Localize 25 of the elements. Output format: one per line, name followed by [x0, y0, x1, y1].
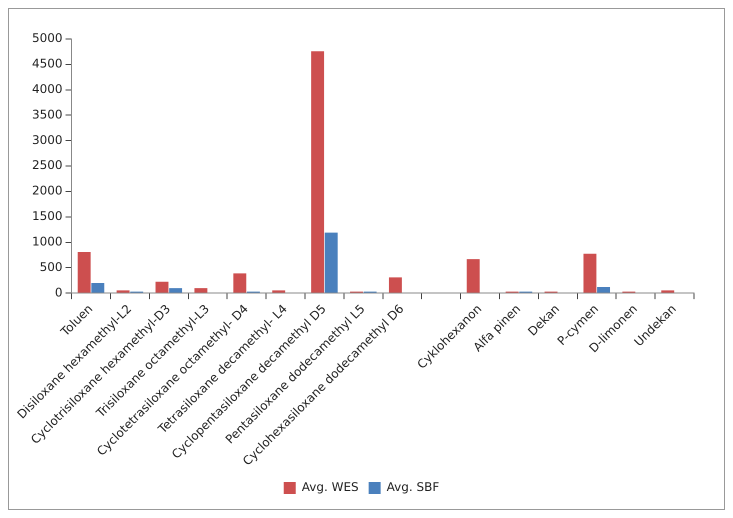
legend-label: Avg. WES [302, 480, 359, 494]
y-tick-label: 5000 [32, 31, 63, 46]
y-tick-label: 2000 [32, 184, 63, 198]
bar [466, 259, 480, 293]
legend-label: Avg. SBF [386, 480, 440, 494]
bar [597, 287, 610, 293]
y-tick-label: 4500 [32, 56, 63, 71]
y-tick-label: 3500 [32, 107, 63, 122]
y-tick-label: 1000 [32, 234, 63, 248]
bar [583, 254, 596, 293]
bar [91, 282, 104, 293]
bar [78, 252, 91, 293]
bar [311, 51, 324, 293]
bar [156, 282, 168, 293]
bar [169, 288, 182, 293]
bar [324, 232, 338, 293]
bar [233, 273, 246, 293]
y-tick-label: 0 [54, 285, 63, 300]
y-tick-label: 4000 [32, 82, 63, 96]
bar [194, 288, 208, 293]
y-tick-label: 3000 [32, 132, 63, 147]
y-tick-label: 2500 [32, 158, 63, 172]
y-tick-label: 1500 [32, 209, 63, 224]
bar [388, 277, 402, 293]
y-tick-label: 500 [40, 260, 63, 274]
